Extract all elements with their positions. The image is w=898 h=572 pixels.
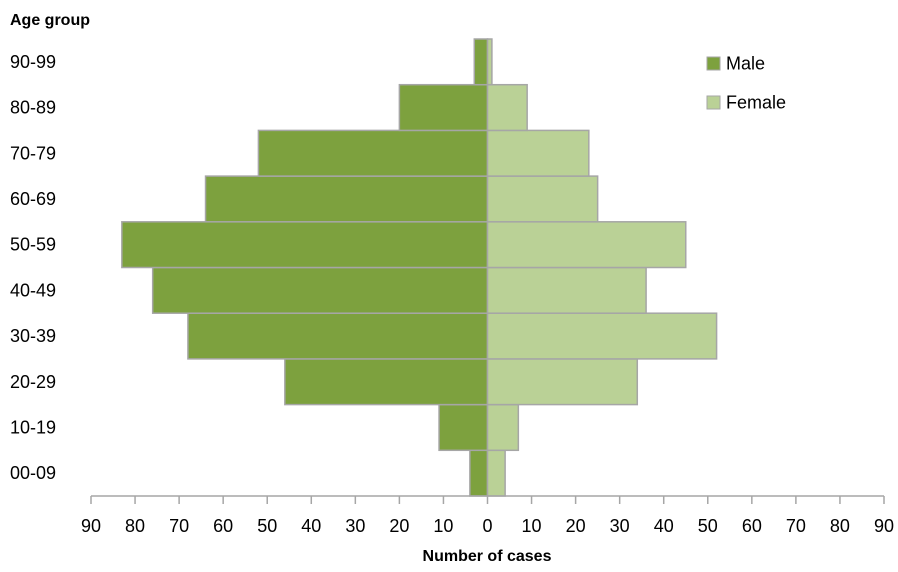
x-tick-label: 0 (482, 516, 492, 536)
x-tick-label: 60 (742, 516, 762, 536)
x-tick-label: 40 (301, 516, 321, 536)
x-tick-label: 30 (610, 516, 630, 536)
legend-label-male: Male (726, 54, 765, 74)
legend: Male Female (706, 54, 786, 113)
y-axis-title: Age group (10, 12, 90, 29)
male-bar-90-99 (473, 38, 489, 86)
x-tick-label: 70 (169, 516, 189, 536)
x-tick-label: 50 (257, 516, 277, 536)
male-bar-10-19 (438, 403, 489, 452)
x-tick-label: 60 (213, 516, 233, 536)
female-bar-40-49 (486, 266, 647, 314)
y-category-label: 80-89 (10, 98, 56, 118)
x-tick-label: 10 (433, 516, 453, 536)
x-tick-label: 80 (125, 516, 145, 536)
x-tick-label: 20 (566, 516, 586, 536)
y-category-label: 60-69 (10, 189, 56, 209)
female-bar-00-09 (486, 449, 506, 497)
y-category-label: 20-29 (10, 372, 56, 392)
x-tick-label: 40 (654, 516, 674, 536)
x-tick-label: 90 (81, 516, 101, 536)
y-category-label: 30-39 (10, 326, 56, 346)
x-axis: 90 80 70 60 50 40 30 20 10 0 10 20 30 40 50 60 70 80 90 (81, 495, 894, 536)
x-tick-label: 30 (345, 516, 365, 536)
y-category-label: 50-59 (10, 235, 56, 255)
female-bar-70-79 (486, 129, 590, 177)
legend-swatch-male (706, 56, 721, 71)
female-bar-30-39 (486, 312, 718, 360)
legend-swatch-female (706, 95, 721, 110)
y-category-label: 70-79 (10, 143, 56, 163)
male-bar-30-39 (187, 312, 489, 360)
y-axis-category-labels: 00-09 10-19 20-29 30-39 40-49 50-59 60-69 70-79… (10, 52, 56, 483)
y-category-label: 00-09 (10, 463, 56, 483)
female-bar-50-59 (486, 221, 687, 269)
x-tick-label: 20 (389, 516, 409, 536)
female-bar-20-29 (486, 358, 639, 406)
male-bar-80-89 (398, 83, 489, 132)
y-category-label: 90-99 (10, 52, 56, 72)
female-bar-10-19 (486, 403, 520, 452)
bars-layer (121, 38, 718, 497)
male-bar-70-79 (257, 129, 489, 177)
x-tick-label: 10 (522, 516, 542, 536)
x-axis-title: Number of cases (423, 548, 552, 565)
male-bar-40-49 (151, 266, 489, 314)
x-tick-label: 70 (786, 516, 806, 536)
x-tick-label: 50 (698, 516, 718, 536)
female-bar-80-89 (486, 83, 528, 132)
legend-label-female: Female (726, 93, 786, 113)
x-tick-label: 80 (830, 516, 850, 536)
male-bar-20-29 (284, 358, 489, 406)
female-bar-90-99 (486, 38, 493, 86)
x-tick-label: 90 (874, 516, 894, 536)
female-bar-60-69 (486, 175, 599, 223)
y-category-label: 10-19 (10, 417, 56, 437)
male-bar-60-69 (204, 175, 489, 223)
male-bar-50-59 (121, 221, 489, 269)
y-category-label: 40-49 (10, 280, 56, 300)
male-bar-00-09 (469, 449, 489, 497)
